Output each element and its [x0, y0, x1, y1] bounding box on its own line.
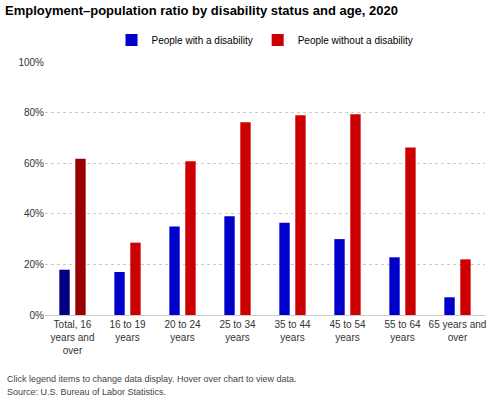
svg-text:Employment–population ratio by: Employment–population ratio by disabilit…: [5, 3, 398, 18]
svg-text:65 years andover: 65 years andover: [429, 319, 487, 343]
svg-text:80%: 80%: [24, 107, 44, 118]
svg-text:20 to 24years: 20 to 24years: [164, 319, 201, 343]
svg-text:35 to 44years: 35 to 44years: [274, 319, 311, 343]
svg-text:20%: 20%: [24, 259, 44, 270]
svg-text:Total, 16years andover: Total, 16years andover: [51, 319, 95, 356]
svg-text:55 to 64years: 55 to 64years: [384, 319, 421, 343]
svg-text:16 to 19years: 16 to 19years: [109, 319, 146, 343]
svg-text:People with a disability: People with a disability: [152, 35, 253, 46]
svg-text:40%: 40%: [24, 208, 44, 219]
svg-text:25 to 34years: 25 to 34years: [219, 319, 256, 343]
svg-text:0%: 0%: [30, 310, 45, 321]
svg-text:People without a disability: People without a disability: [298, 35, 413, 46]
svg-text:Source: U.S. Bureau of Labor S: Source: U.S. Bureau of Labor Statistics.: [7, 387, 166, 397]
svg-text:60%: 60%: [24, 158, 44, 169]
svg-text:45 to 54years: 45 to 54years: [329, 319, 366, 343]
svg-text:100%: 100%: [18, 57, 44, 68]
svg-text:Click legend items to change d: Click legend items to change data displa…: [7, 374, 296, 384]
